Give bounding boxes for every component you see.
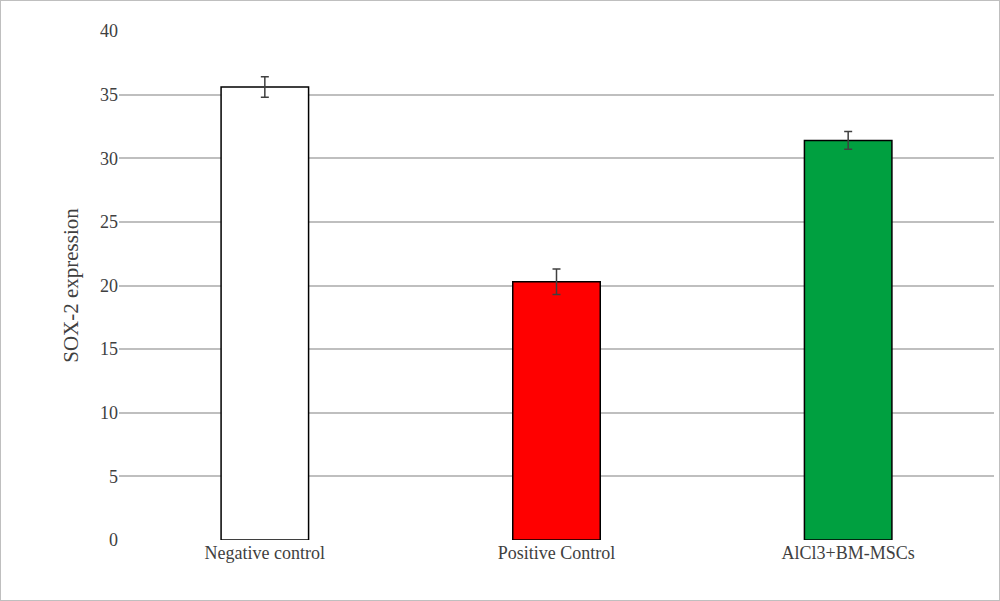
svg-text:0: 0 (109, 530, 118, 550)
svg-text:15: 15 (100, 339, 118, 359)
svg-text:10: 10 (100, 403, 118, 423)
svg-text:30: 30 (100, 149, 118, 169)
svg-text:25: 25 (100, 212, 118, 232)
svg-text:40: 40 (100, 21, 118, 41)
svg-text:Negative control: Negative control (205, 543, 325, 563)
svg-text:35: 35 (100, 85, 118, 105)
svg-text:SOX-2 expression: SOX-2 expression (59, 208, 83, 363)
svg-text:5: 5 (109, 467, 118, 487)
svg-text:Positive Control: Positive Control (498, 543, 616, 563)
svg-text:AlCl3+BM-MSCs: AlCl3+BM-MSCs (782, 543, 915, 563)
svg-text:20: 20 (100, 276, 118, 296)
